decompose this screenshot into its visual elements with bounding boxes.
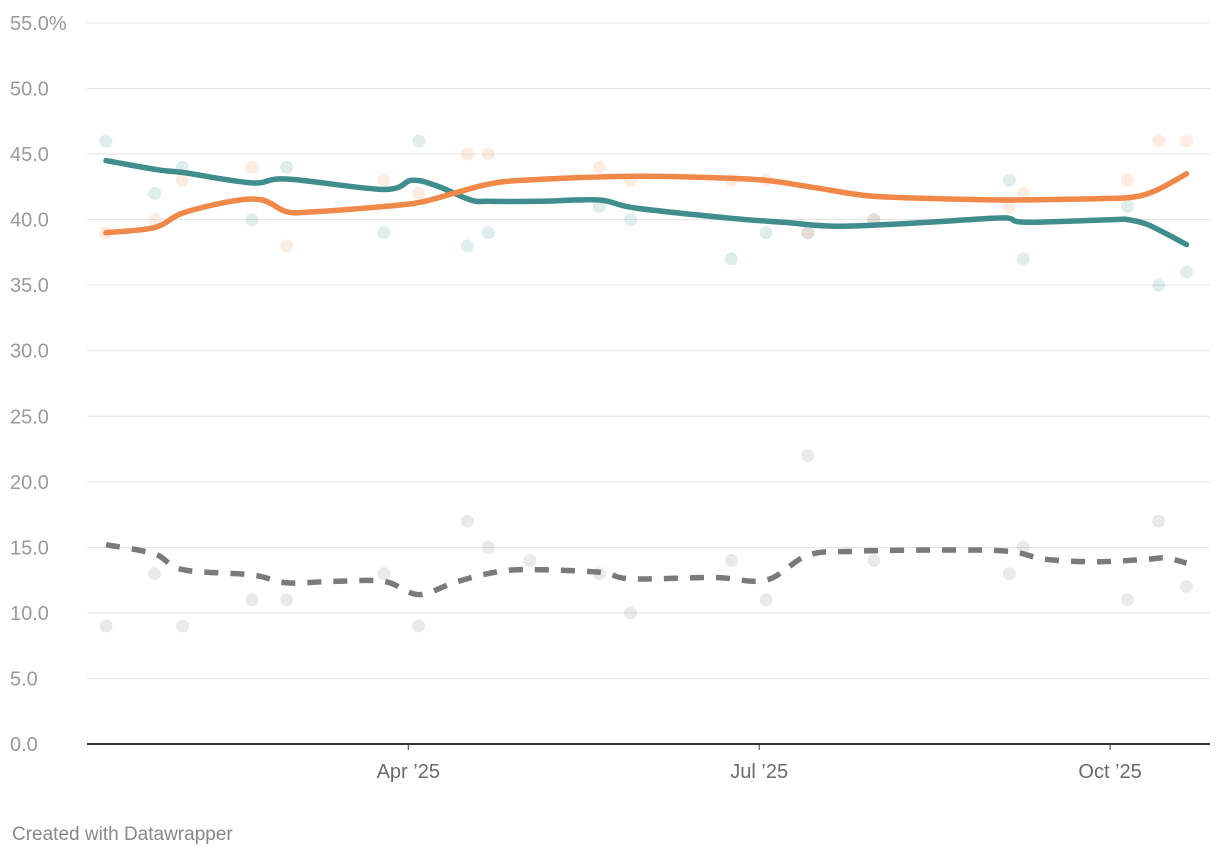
orange-trend-line [103, 171, 1190, 236]
grey-poll-point [99, 619, 113, 633]
teal-poll-point [592, 200, 606, 214]
orange-poll-point [175, 173, 189, 187]
y-tick-label: 35.0 [10, 275, 49, 297]
orange-poll-point [1180, 134, 1194, 148]
teal-poll-point [377, 226, 391, 240]
x-tick-label: Jul ’25 [730, 761, 788, 783]
teal-poll-point [148, 186, 162, 200]
teal-poll-point [759, 226, 773, 240]
grey-poll-point [481, 540, 495, 554]
teal-poll-point [1180, 265, 1194, 279]
teal-poll-point [481, 226, 495, 240]
grey-poll-point [1016, 540, 1030, 554]
grey-poll-point [460, 514, 474, 528]
x-axis-labels: Apr ’25 Jul ’25 Oct ’25 [377, 744, 1142, 783]
grey-poll-point [724, 553, 738, 567]
y-tick-label: 10.0 [10, 603, 49, 625]
y-axis-labels: 0.0 5.0 10.0 15.0 20.0 25.0 30.0 35.0 40.0 45.0 50… [10, 13, 67, 756]
grey-poll-point [377, 567, 391, 581]
teal-poll-point [99, 134, 113, 148]
poll-dots [99, 134, 1194, 633]
y-tick-label: 45.0 [10, 144, 49, 166]
grey-poll-point [759, 593, 773, 607]
orange-poll-point [1152, 134, 1166, 148]
teal-poll-point [460, 239, 474, 253]
grey-poll-point [867, 553, 881, 567]
teal-poll-point [1016, 252, 1030, 266]
grey-poll-point [245, 593, 259, 607]
orange-poll-point [377, 173, 391, 187]
orange-poll-point [1002, 200, 1016, 214]
line-chart: 0.0 5.0 10.0 15.0 20.0 25.0 30.0 35.0 40.0 45.0 50… [10, 13, 1210, 783]
y-tick-label: 20.0 [10, 472, 49, 494]
grey-poll-point [175, 619, 189, 633]
teal-poll-point [412, 134, 426, 148]
y-tick-label: 5.0 [10, 668, 38, 690]
grey-poll-point [1180, 580, 1194, 594]
y-tick-label: 15.0 [10, 537, 49, 559]
y-tick-label: 25.0 [10, 406, 49, 428]
gridlines [87, 22, 1210, 745]
grey-poll-point [1002, 567, 1016, 581]
grey-poll-point [523, 553, 537, 567]
grey-poll-point [1120, 593, 1134, 607]
orange-poll-point [481, 147, 495, 161]
teal-trend-line [103, 157, 1190, 248]
teal-poll-point [245, 213, 259, 227]
y-tick-label: 30.0 [10, 341, 49, 363]
grey-poll-point [624, 606, 638, 620]
grey-trend-line [105, 541, 1188, 598]
orange-poll-point [1016, 186, 1030, 200]
orange-poll-point [280, 239, 294, 253]
trend-lines [103, 157, 1190, 598]
orange-poll-point [460, 147, 474, 161]
teal-poll-point [1002, 173, 1016, 187]
teal-poll-point [1152, 278, 1166, 292]
teal-poll-point [801, 226, 815, 240]
teal-poll-point [280, 160, 294, 174]
grey-poll-point [148, 567, 162, 581]
orange-poll-point [245, 160, 259, 174]
y-tick-label: 55.0% [10, 13, 67, 35]
grey-poll-point [280, 593, 294, 607]
y-tick-label: 50.0 [10, 79, 49, 101]
teal-poll-point [724, 252, 738, 266]
teal-poll-point [1120, 200, 1134, 214]
orange-poll-point [148, 213, 162, 227]
y-tick-label: 0.0 [10, 734, 38, 756]
orange-poll-point [1120, 173, 1134, 187]
grey-poll-point [801, 449, 815, 463]
grey-poll-point [1152, 514, 1166, 528]
teal-poll-point [624, 213, 638, 227]
orange-poll-point [801, 226, 815, 240]
x-tick-label: Oct ’25 [1078, 761, 1141, 783]
x-tick-label: Apr ’25 [377, 761, 440, 783]
orange-poll-point [592, 160, 606, 174]
y-tick-label: 40.0 [10, 210, 49, 232]
datawrapper-credit: Created with Datawrapper [12, 824, 233, 845]
grey-poll-point [412, 619, 426, 633]
orange-poll-point [412, 186, 426, 200]
